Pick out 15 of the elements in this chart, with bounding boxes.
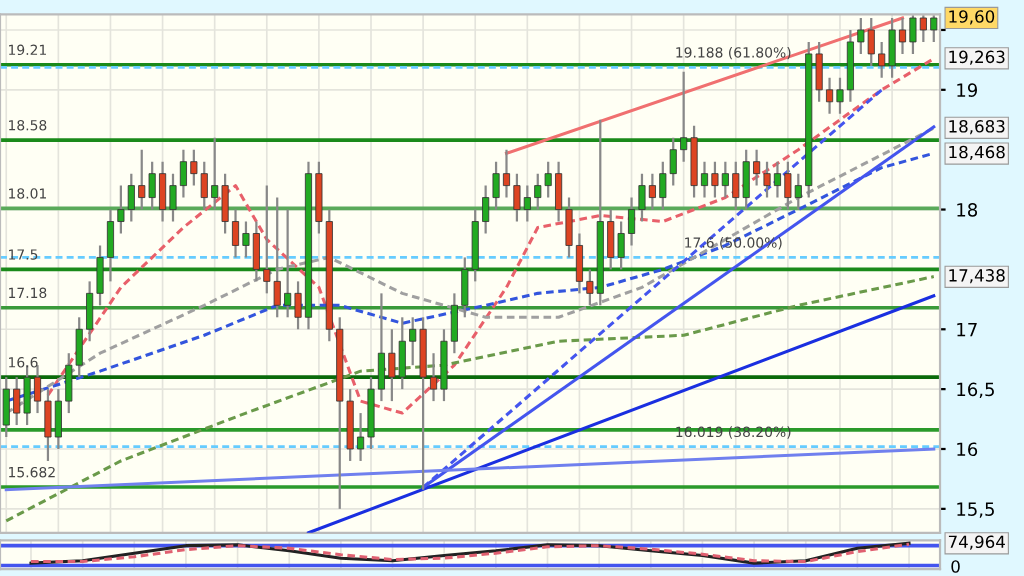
y-tick-label: 15,5 xyxy=(957,502,994,518)
annotation: 19,60 xyxy=(949,10,995,25)
y-tick-label: 19 xyxy=(957,83,978,97)
line-series xyxy=(4,275,936,523)
annotation: 18,683 xyxy=(949,120,1005,135)
y-tick-label: 18 xyxy=(957,203,978,217)
y-tick-label: 16 xyxy=(957,442,978,457)
text: 0 xyxy=(951,560,960,573)
y-tick-label: 16,5 xyxy=(957,382,994,399)
y-tick-label: 17 xyxy=(957,322,977,337)
annotation: 17,438 xyxy=(949,269,1005,284)
line-series xyxy=(46,57,936,415)
annotation: 18,468 xyxy=(949,145,1005,161)
annotation: 19,263 xyxy=(949,50,1005,65)
annotation: 74,964 xyxy=(948,535,1005,550)
